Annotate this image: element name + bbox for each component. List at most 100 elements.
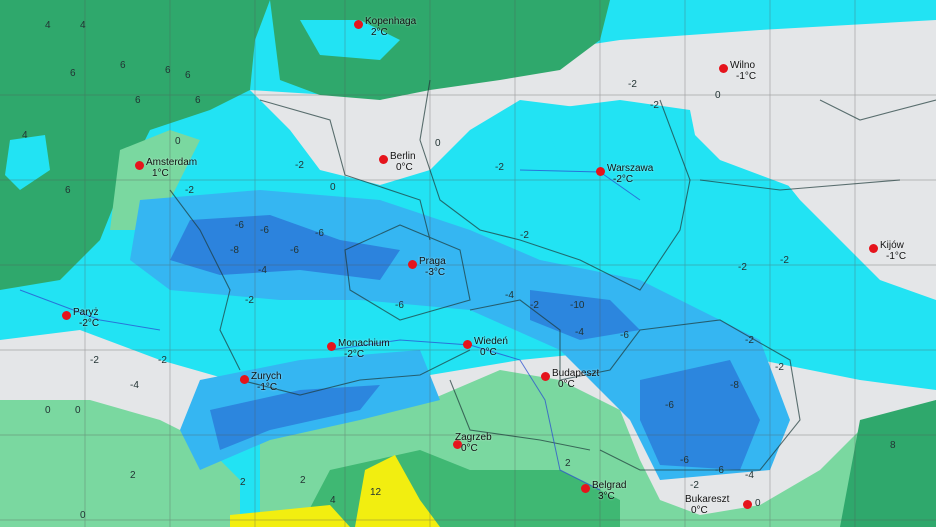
isoline-label: -8 <box>730 380 739 391</box>
city-temperature: -2°C <box>613 174 634 185</box>
city-label: Paryż -2°C <box>73 307 99 329</box>
coastal-zone <box>110 130 200 230</box>
city-temperature: 0°C <box>558 379 575 390</box>
isoline-label: 0 <box>330 182 336 193</box>
city-name: Zurych <box>251 371 282 382</box>
city-label: Kopenhaga 2°C <box>365 16 416 38</box>
cold-patch <box>540 100 700 175</box>
city-dot[interactable] <box>719 64 728 73</box>
isoline-label: -6 <box>715 465 724 476</box>
coldest-zone <box>640 360 760 470</box>
city-label: Zagrzeb 0°C <box>455 432 492 454</box>
isoline-label: 12 <box>370 487 382 498</box>
isoline-label: 6 <box>70 68 76 79</box>
isoline-label: -2 <box>628 79 637 90</box>
isoline-label: -2 <box>520 230 529 241</box>
isoline-label: 0 <box>755 498 761 509</box>
cold-patch <box>5 135 50 190</box>
isoline-label: 4 <box>330 495 336 506</box>
isoline-label: 0 <box>435 138 441 149</box>
isoline-label: -2 <box>295 160 304 171</box>
city-dot[interactable] <box>240 375 249 384</box>
city-label: Praga -3°C <box>419 256 446 278</box>
city-label: Wilno -1°C <box>730 60 756 82</box>
isoline-label: 6 <box>195 95 201 106</box>
city-label: Berlin 0°C <box>390 151 416 173</box>
city-label: Zurych -1°C <box>251 371 282 393</box>
country-borders <box>169 79 936 471</box>
city-dot[interactable] <box>354 20 363 29</box>
city-dot[interactable] <box>62 311 71 320</box>
isoline-label: -2 <box>158 355 167 366</box>
isoline-label: 2 <box>300 475 306 486</box>
city-dot[interactable] <box>408 260 417 269</box>
city-label: Budapeszt 0°C <box>552 368 599 390</box>
city-name: Belgrad <box>592 480 627 491</box>
hot-zone <box>230 505 350 527</box>
isoline-label: 0 <box>80 510 86 521</box>
city-dot[interactable] <box>541 372 550 381</box>
city-dot[interactable] <box>463 340 472 349</box>
city-name: Berlin <box>390 151 416 162</box>
city-label: Belgrad 3°C <box>592 480 626 502</box>
city-name: Monachium <box>338 338 390 349</box>
isoline-label: 0 <box>175 136 181 147</box>
cold-patch <box>300 20 400 60</box>
city-dot[interactable] <box>596 167 605 176</box>
isoline-label: 6 <box>65 185 71 196</box>
city-temperature: 2°C <box>371 27 388 38</box>
hot-zone <box>355 455 440 527</box>
city-name: Wilno <box>730 60 756 71</box>
isoline-label: 6 <box>185 70 191 81</box>
isoline-label: -6 <box>620 330 629 341</box>
isoline-label: 4 <box>45 20 51 31</box>
city-temperature: -1°C <box>886 251 907 262</box>
city-label: Monachium -2°C <box>338 338 390 360</box>
city-dot[interactable] <box>743 500 752 509</box>
isoline-label: 2 <box>130 470 136 481</box>
isoline-label: -2 <box>530 300 539 311</box>
city-name: Kopenhaga <box>365 16 417 27</box>
city-dot[interactable] <box>379 155 388 164</box>
city-name: Zagrzeb <box>455 432 492 443</box>
isoline-label: -8 <box>230 245 239 256</box>
city-temperature: -2°C <box>79 318 100 329</box>
city-name: Budapeszt <box>552 368 600 379</box>
isoline-label: 2 <box>565 458 571 469</box>
isoline-label: 6 <box>165 65 171 76</box>
isoline-label: 0 <box>715 90 721 101</box>
isoline-label: 4 <box>22 130 28 141</box>
city-dot[interactable] <box>453 440 462 449</box>
isoline-label: -2 <box>90 355 99 366</box>
isoline-label: -4 <box>505 290 514 301</box>
isoline-label: 4 <box>80 20 86 31</box>
near-zero-zone <box>250 20 936 220</box>
city-label: Wiedeń 0°C <box>474 336 508 358</box>
city-dot[interactable] <box>327 342 336 351</box>
city-label: Warszawa -2°C <box>607 163 653 185</box>
city-name: Paryż <box>73 307 99 318</box>
isoline-label: -2 <box>690 480 699 491</box>
isoline-label: -4 <box>575 327 584 338</box>
city-name: Wiedeń <box>474 336 508 347</box>
isoline-label: -6 <box>395 300 404 311</box>
city-dot[interactable] <box>135 161 144 170</box>
city-label: Bukareszt 0°C <box>685 494 729 516</box>
isoline-label: 2 <box>240 477 246 488</box>
city-temperature: -1°C <box>257 382 278 393</box>
isoline-label: -6 <box>680 455 689 466</box>
city-temperature: 0°C <box>396 162 413 173</box>
isoline-label: -4 <box>745 470 754 481</box>
city-dot[interactable] <box>581 484 590 493</box>
mild-zone <box>0 400 240 527</box>
city-temperature: -3°C <box>425 267 446 278</box>
isoline-label: -6 <box>290 245 299 256</box>
isoline-label: -4 <box>258 265 267 276</box>
city-dot[interactable] <box>869 244 878 253</box>
isoline-label: -2 <box>185 185 194 196</box>
city-name: Warszawa <box>607 163 654 174</box>
city-temperature: 0°C <box>480 347 497 358</box>
isoline-label: -2 <box>738 262 747 273</box>
